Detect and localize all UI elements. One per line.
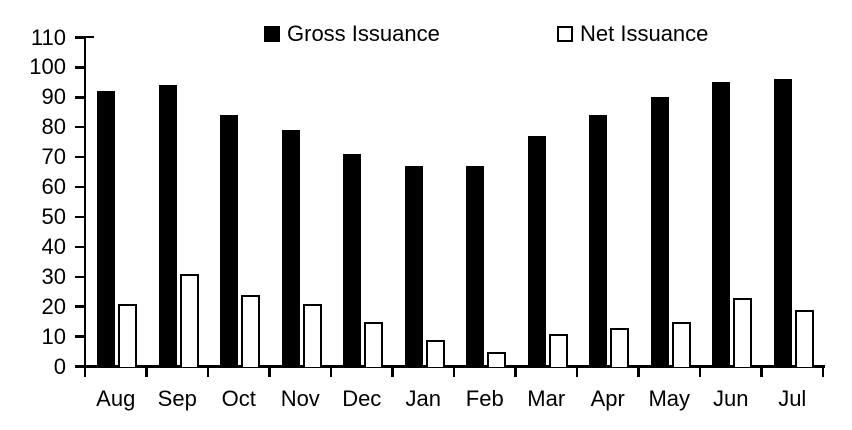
y-axis-tick	[75, 66, 84, 69]
y-axis-tick	[75, 155, 84, 159]
gross-bar-mar	[527, 136, 546, 368]
net-bar-feb	[487, 351, 506, 368]
y-axis-tick	[75, 125, 84, 129]
net-bar-oct	[241, 294, 260, 368]
gross-bar-jun	[712, 82, 730, 368]
net-bar-apr	[610, 327, 629, 368]
y-axis-label: 60	[41, 174, 66, 200]
gross-bar-dec	[343, 154, 361, 368]
gross-bar-apr	[589, 115, 607, 368]
gross-bar-jul	[773, 79, 792, 368]
y-axis-tick	[75, 245, 84, 249]
x-axis-tick	[452, 367, 456, 377]
legend-label-net: Net Issuance	[580, 21, 709, 46]
net-bar-may	[671, 321, 691, 368]
net-bar-jun	[733, 297, 752, 368]
x-axis-label: Apr	[590, 386, 625, 411]
y-axis-top-cap	[85, 35, 94, 38]
x-axis-tick	[760, 367, 763, 377]
x-axis-tick	[391, 367, 394, 377]
x-axis-label: Aug	[96, 386, 136, 411]
x-axis-tick	[637, 367, 640, 377]
x-axis-label: Oct	[221, 386, 256, 411]
x-axis-label: Jun	[713, 386, 749, 411]
x-axis-label: Feb	[465, 386, 504, 411]
y-axis-label: 20	[41, 293, 66, 319]
legend-label-gross: Gross Issuance	[287, 21, 440, 46]
x-axis-tick	[575, 367, 579, 377]
x-axis-label: Dec	[342, 386, 382, 411]
x-axis-label: Jan	[405, 386, 441, 411]
y-axis-label: 70	[41, 144, 66, 170]
y-axis-tick	[75, 185, 84, 189]
y-axis-label: 50	[41, 203, 66, 229]
y-axis-label: 80	[41, 114, 66, 140]
x-axis-tick	[821, 367, 825, 377]
x-axis-label: May	[648, 386, 691, 411]
net-bar-nov	[302, 303, 322, 368]
net-bar-mar	[548, 333, 568, 368]
x-axis-label: Nov	[280, 386, 320, 411]
open-square-icon	[557, 26, 573, 42]
y-axis-tick	[75, 215, 84, 219]
x-axis-label: Jul	[778, 386, 807, 411]
net-bar-dec	[364, 321, 383, 368]
x-axis-tick	[83, 367, 87, 377]
x-axis-tick	[206, 367, 210, 377]
x-axis-line	[83, 365, 825, 368]
x-axis-tick	[514, 367, 517, 377]
net-bar-sep	[179, 273, 199, 368]
y-axis-tick	[75, 335, 84, 338]
gross-bar-feb	[466, 166, 484, 368]
x-axis-label: Sep	[157, 386, 197, 411]
net-bar-jan	[425, 339, 445, 368]
gross-bar-aug	[97, 91, 115, 368]
y-axis-tick	[75, 365, 84, 368]
y-axis-tick	[75, 275, 84, 279]
y-axis-tick	[75, 36, 84, 39]
gross-bar-may	[650, 97, 669, 368]
y-axis-label: 10	[41, 323, 66, 349]
filled-square-icon	[264, 26, 280, 42]
legend-item-net: Net Issuance	[557, 21, 708, 47]
net-bar-aug	[118, 303, 137, 368]
gross-bar-oct	[220, 115, 238, 368]
x-axis-tick	[698, 367, 702, 377]
x-axis-tick	[329, 367, 333, 377]
x-axis-label: Mar	[527, 386, 566, 411]
x-axis-tick	[268, 367, 271, 377]
x-axis-tick	[145, 367, 148, 377]
y-axis-tick	[75, 305, 84, 308]
y-axis-label: 110	[30, 24, 66, 50]
legend-item-gross: Gross Issuance	[264, 21, 440, 47]
y-axis-label: 40	[41, 233, 66, 259]
y-axis-label: 0	[53, 353, 66, 379]
y-axis-label: 90	[41, 84, 66, 110]
y-axis-line	[83, 35, 86, 369]
gross-bar-jan	[404, 166, 423, 368]
gross-bar-nov	[281, 130, 300, 368]
net-bar-jul	[794, 309, 814, 368]
y-axis-label: 30	[41, 263, 66, 289]
y-axis-label: 100	[29, 54, 66, 80]
y-axis-tick	[75, 96, 84, 99]
gross-bar-sep	[158, 85, 177, 368]
